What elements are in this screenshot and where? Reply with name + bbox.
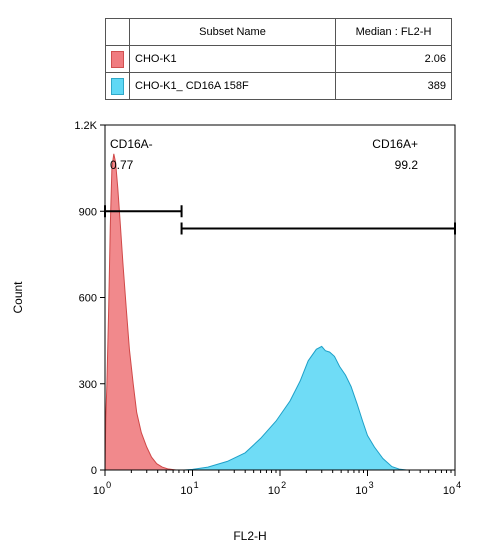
legend-swatch-cell [105, 72, 130, 100]
legend-row-value: 389 [335, 72, 452, 100]
legend-row-name: CHO-K1_ CD16A 158F [129, 72, 336, 100]
y-tick-label: 600 [79, 293, 97, 305]
series-line-0 [104, 153, 177, 471]
legend-swatch [111, 50, 124, 68]
ticks-layer: 0 300 600 900 1.2K 100 101 102 103 104 [74, 120, 461, 497]
gates-layer: CD16A- 0.77 CD16A+ 99.2 [104, 137, 456, 235]
y-tick-label: 1.2K [74, 120, 97, 132]
series-area-1 [184, 346, 407, 470]
x-tick-label: 104 [443, 480, 461, 497]
gate-percent-label: 99.2 [395, 158, 419, 172]
series-area-0 [105, 153, 177, 471]
legend-swatch [111, 77, 124, 95]
legend-row: CHO-K1_ CD16A 158F 389 [105, 72, 452, 100]
legend-swatch-cell [105, 45, 130, 73]
y-axis-title: Count [11, 281, 25, 314]
x-tick-label: 102 [268, 480, 286, 497]
y-tick-label: 900 [79, 206, 97, 218]
x-axis-title: FL2-H [233, 529, 266, 543]
series-layer [104, 153, 407, 471]
y-tick-label: 300 [79, 379, 97, 391]
gate-name-label: CD16A+ [372, 137, 418, 151]
gate-percent-label: 0.77 [110, 158, 134, 172]
gate-name-label: CD16A- [110, 137, 153, 151]
x-tick-label: 103 [355, 480, 373, 497]
y-tick-label: 0 [91, 465, 97, 477]
x-tick-label: 100 [93, 480, 111, 497]
x-tick-label: 101 [180, 480, 198, 497]
legend-table: Subset Name Median : FL2-H CHO-K1 2.06 C… [105, 18, 452, 100]
series-line-1 [183, 345, 407, 471]
